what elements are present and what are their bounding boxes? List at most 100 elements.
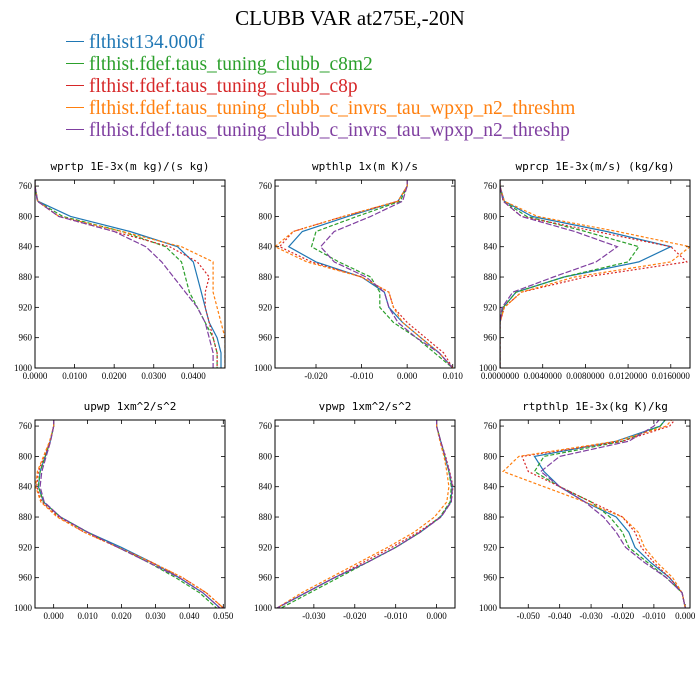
y-tick-label: 960: [19, 573, 33, 583]
x-tick-label: -0.010: [642, 611, 666, 621]
plot-frame: [34, 419, 226, 609]
plot-frame: [274, 179, 456, 369]
x-tick-label: 0.020: [111, 611, 132, 621]
series-line: [287, 180, 454, 368]
y-tick-label: 760: [484, 181, 498, 191]
x-tick-label: 0.0120000: [609, 371, 648, 381]
x-tick-label: -0.030: [579, 611, 603, 621]
y-tick-label: 1000: [254, 363, 273, 373]
panel-title: wprtp 1E-3x(m kg)/(s kg): [51, 160, 210, 173]
x-tick-label: 0.0300: [141, 371, 166, 381]
x-tick-label: 0.050: [213, 611, 234, 621]
legend-entry: flthist.fdef.taus_tuning_clubb_c8m2: [66, 54, 575, 76]
y-tick-label: 800: [19, 211, 33, 221]
y-tick-label: 960: [259, 573, 273, 583]
y-tick-label: 800: [19, 451, 33, 461]
panel-title: wpthlp 1x(m K)/s: [312, 160, 418, 173]
plot-frame: [274, 419, 456, 609]
y-tick-label: 1000: [14, 363, 33, 373]
series-line: [35, 180, 218, 368]
y-tick-label: 840: [259, 242, 273, 252]
x-tick-label: -0.010: [350, 371, 374, 381]
series-line: [276, 420, 454, 608]
series-line: [500, 180, 690, 368]
plot-frame: [499, 419, 691, 609]
y-tick-label: 880: [484, 272, 498, 282]
legend-label: flthist.fdef.taus_tuning_clubb_c8p: [89, 76, 358, 97]
series-line: [35, 180, 218, 368]
y-tick-label: 800: [484, 451, 498, 461]
series-line: [280, 420, 452, 608]
y-tick-label: 760: [19, 181, 33, 191]
series-line: [37, 420, 221, 608]
x-tick-label: -0.020: [343, 611, 367, 621]
y-tick-label: 920: [484, 302, 498, 312]
y-tick-label: 760: [259, 181, 273, 191]
y-tick-label: 1000: [479, 603, 498, 613]
legend-label: flthist.fdef.taus_tuning_clubb_c_invrs_t…: [89, 120, 570, 141]
legend-swatch: [66, 107, 84, 109]
legend-label: flthist.fdef.taus_tuning_clubb_c8m2: [89, 54, 373, 75]
x-tick-label: 0.0040000: [524, 371, 563, 381]
series-line: [500, 180, 619, 368]
series-line: [35, 180, 222, 368]
legend-entry: flthist.fdef.taus_tuning_clubb_c_invrs_t…: [66, 98, 575, 120]
legend-entry: flthist.fdef.taus_tuning_clubb_c_invrs_t…: [66, 120, 575, 142]
y-tick-label: 960: [19, 333, 33, 343]
legend-swatch: [66, 85, 84, 87]
x-tick-label: -0.010: [384, 611, 408, 621]
panel-title: rtpthlp 1E-3x(kg K)/kg: [522, 400, 668, 413]
x-tick-label: -0.050: [517, 611, 541, 621]
series-line: [533, 420, 686, 608]
legend-entry: flthist.fdef.taus_tuning_clubb_c8p: [66, 76, 575, 98]
chart-panel: wprtp 1E-3x(m kg)/(s kg) 760 800 840 880 920 9…: [14, 160, 226, 381]
series-line: [500, 180, 673, 368]
x-tick-label: 0.040: [179, 611, 200, 621]
legend-label: flthist.fdef.taus_tuning_clubb_c_invrs_t…: [89, 98, 576, 119]
page-title: CLUBB VAR at275E,-20N: [235, 6, 465, 30]
y-tick-label: 920: [484, 542, 498, 552]
y-tick-label: 920: [259, 302, 273, 312]
y-tick-label: 800: [484, 211, 498, 221]
plot-frame: [499, 179, 691, 369]
y-tick-label: 800: [259, 211, 273, 221]
x-tick-label: 0.000: [397, 371, 418, 381]
y-tick-label: 880: [19, 272, 33, 282]
plot-frame: [34, 179, 226, 369]
x-tick-label: 0.000: [675, 611, 696, 621]
x-tick-label: 0.010: [77, 611, 98, 621]
chart-panel: vpwp 1xm^2/s^2 760 800 840 880 920 960 1000 -0.0…: [254, 400, 456, 621]
series-line: [39, 420, 221, 608]
series-line: [278, 180, 454, 368]
chart-panel: rtpthlp 1E-3x(kg K)/kg 760 800 840 880 920 960…: [479, 400, 696, 621]
y-tick-label: 840: [19, 242, 33, 252]
x-tick-label: 0.0400: [181, 371, 206, 381]
y-tick-label: 760: [259, 421, 273, 431]
series-line: [533, 420, 686, 608]
y-tick-label: 800: [259, 451, 273, 461]
y-tick-label: 1000: [14, 603, 33, 613]
y-tick-label: 760: [19, 421, 33, 431]
x-tick-label: -0.030: [302, 611, 326, 621]
y-tick-label: 840: [259, 482, 273, 492]
series-line: [35, 420, 224, 608]
y-tick-label: 840: [19, 482, 33, 492]
chart-panel: upwp 1xm^2/s^2 760 800 840 880 920 960 1000 0.00…: [14, 400, 234, 621]
y-tick-label: 880: [484, 512, 498, 522]
x-tick-label: 0.000: [426, 611, 447, 621]
x-tick-label: 0.0200: [102, 371, 127, 381]
x-tick-label: 0.0080000: [566, 371, 605, 381]
x-tick-label: 0.0000: [23, 371, 48, 381]
y-tick-label: 960: [484, 333, 498, 343]
y-tick-label: 920: [259, 542, 273, 552]
series-line: [35, 180, 214, 368]
x-tick-label: -0.040: [548, 611, 572, 621]
legend-entry: flthist134.000f: [66, 32, 575, 54]
chart-panel: wprcp 1E-3x(m/s) (kg/kg) 760 800 840 880 920 9…: [479, 160, 691, 381]
series-line: [37, 420, 217, 608]
y-tick-label: 920: [19, 302, 33, 312]
panel-title: vpwp 1xm^2/s^2: [319, 400, 412, 413]
y-tick-label: 880: [259, 512, 273, 522]
panel-title: wprcp 1E-3x(m/s) (kg/kg): [516, 160, 675, 173]
